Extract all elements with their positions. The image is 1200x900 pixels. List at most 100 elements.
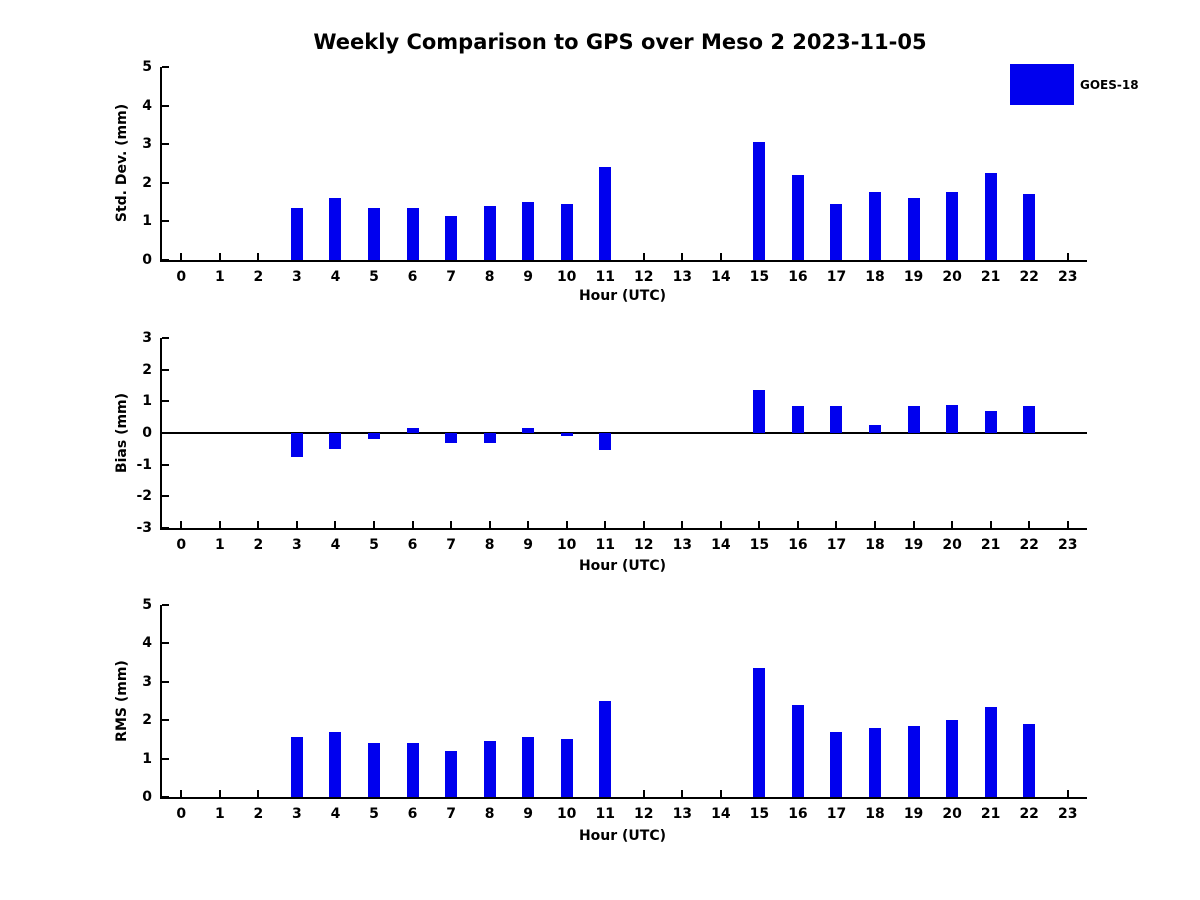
- bar-hour-10: [560, 204, 573, 260]
- bar-hour-7: [445, 750, 458, 797]
- x-tick-label: 15: [749, 269, 770, 285]
- bar-hour-5: [367, 743, 380, 797]
- bar-hour-3: [290, 207, 303, 260]
- y-tick-label: -1: [136, 456, 152, 473]
- legend: GOES-18: [1010, 64, 1139, 105]
- bar-hour-10: [560, 433, 573, 437]
- x-tick-label: 9: [523, 806, 534, 822]
- x-tick-label: 12: [634, 806, 654, 822]
- y-tick-mark: [162, 719, 169, 722]
- x-tick-mark: [334, 521, 337, 528]
- x-tick-label: 6: [407, 806, 418, 822]
- y-tick-label: 1: [142, 213, 152, 230]
- bar-hour-20: [946, 192, 959, 260]
- bar-hour-11: [599, 701, 612, 797]
- y-tick-mark: [162, 400, 169, 403]
- x-tick-label: 3: [292, 806, 302, 822]
- x-tick-label: 11: [595, 537, 615, 553]
- x-tick-label: 19: [903, 537, 924, 553]
- x-tick-mark: [450, 521, 453, 528]
- y-tick-label: 1: [142, 750, 152, 767]
- x-tick-mark: [295, 521, 298, 528]
- y-tick-mark: [162, 463, 169, 466]
- x-tick-label: 9: [523, 269, 534, 285]
- y-tick-mark: [162, 220, 169, 223]
- x-tick-mark: [1066, 253, 1069, 260]
- bar-hour-16: [791, 406, 804, 433]
- x-tick-mark: [796, 521, 799, 528]
- x-tick-mark: [1066, 521, 1069, 528]
- x-tick-label: 19: [903, 806, 924, 822]
- x-tick-label: 22: [1019, 269, 1039, 285]
- y-tick-mark: [162, 495, 169, 498]
- y-tick-label: 5: [142, 59, 152, 75]
- bar-hour-19: [907, 406, 920, 433]
- y-tick-mark: [162, 757, 169, 760]
- bar-hour-16: [791, 704, 804, 797]
- bar-hour-9: [522, 428, 535, 433]
- x-tick-label: 8: [484, 806, 495, 822]
- x-tick-label: 3: [292, 537, 302, 553]
- x-tick-label: 21: [980, 269, 1001, 285]
- x-tick-label: 13: [672, 269, 693, 285]
- x-axis-label-stddev: Hour (UTC): [578, 288, 667, 304]
- zero-baseline: [162, 432, 1087, 434]
- y-tick-mark: [162, 143, 169, 146]
- y-tick-label: 4: [142, 635, 152, 652]
- bar-hour-19: [907, 725, 920, 797]
- x-tick-mark: [758, 521, 761, 528]
- x-tick-mark: [257, 253, 260, 260]
- y-axis-label-stddev: Std. Dev. (mm): [114, 103, 130, 223]
- x-tick-label: 0: [176, 806, 187, 822]
- x-tick-mark: [912, 521, 915, 528]
- x-tick-label: 11: [595, 806, 615, 822]
- y-tick-label: -3: [136, 520, 152, 536]
- x-tick-label: 4: [330, 269, 341, 285]
- y-tick-mark: [162, 259, 169, 261]
- x-tick-label: 1: [214, 537, 225, 553]
- x-tick-label: 5: [369, 806, 379, 822]
- bar-hour-16: [791, 175, 804, 260]
- bar-hour-21: [984, 706, 997, 797]
- x-tick-mark: [1028, 521, 1031, 528]
- x-tick-label: 16: [788, 806, 808, 822]
- x-tick-mark: [218, 790, 221, 797]
- bar-hour-5: [367, 207, 380, 260]
- bar-hour-17: [830, 204, 843, 260]
- x-tick-mark: [257, 790, 260, 797]
- bar-hour-3: [290, 433, 303, 457]
- x-tick-mark: [835, 521, 838, 528]
- bar-hour-7: [445, 433, 458, 443]
- x-tick-label: 18: [865, 269, 885, 285]
- bar-hour-3: [290, 737, 303, 797]
- x-tick-mark: [874, 521, 877, 528]
- x-tick-mark: [180, 253, 183, 260]
- bar-hour-21: [984, 173, 997, 260]
- x-tick-mark: [719, 521, 722, 528]
- x-tick-mark: [604, 521, 607, 528]
- bar-hour-8: [483, 741, 496, 797]
- y-tick-mark: [162, 368, 169, 371]
- x-tick-label: 4: [330, 537, 341, 553]
- x-tick-label: 7: [446, 269, 456, 285]
- x-tick-mark: [951, 521, 954, 528]
- x-tick-label: 16: [788, 269, 808, 285]
- y-tick-mark: [162, 680, 169, 683]
- x-tick-label: 2: [253, 537, 264, 553]
- x-tick-label: 23: [1057, 806, 1078, 822]
- y-tick-label: 5: [142, 597, 152, 613]
- bar-hour-6: [406, 428, 419, 433]
- x-tick-label: 13: [672, 806, 693, 822]
- x-tick-label: 20: [942, 806, 962, 822]
- x-tick-label: 4: [330, 806, 341, 822]
- x-tick-mark: [642, 521, 645, 528]
- bar-hour-20: [946, 404, 959, 433]
- x-tick-label: 15: [749, 537, 770, 553]
- y-tick-mark: [162, 796, 169, 798]
- x-tick-mark: [372, 521, 375, 528]
- bar-hour-8: [483, 205, 496, 260]
- x-tick-mark: [681, 790, 684, 797]
- x-axis-label-rms: Hour (UTC): [578, 828, 667, 844]
- bar-hour-6: [406, 743, 419, 797]
- x-tick-mark: [218, 521, 221, 528]
